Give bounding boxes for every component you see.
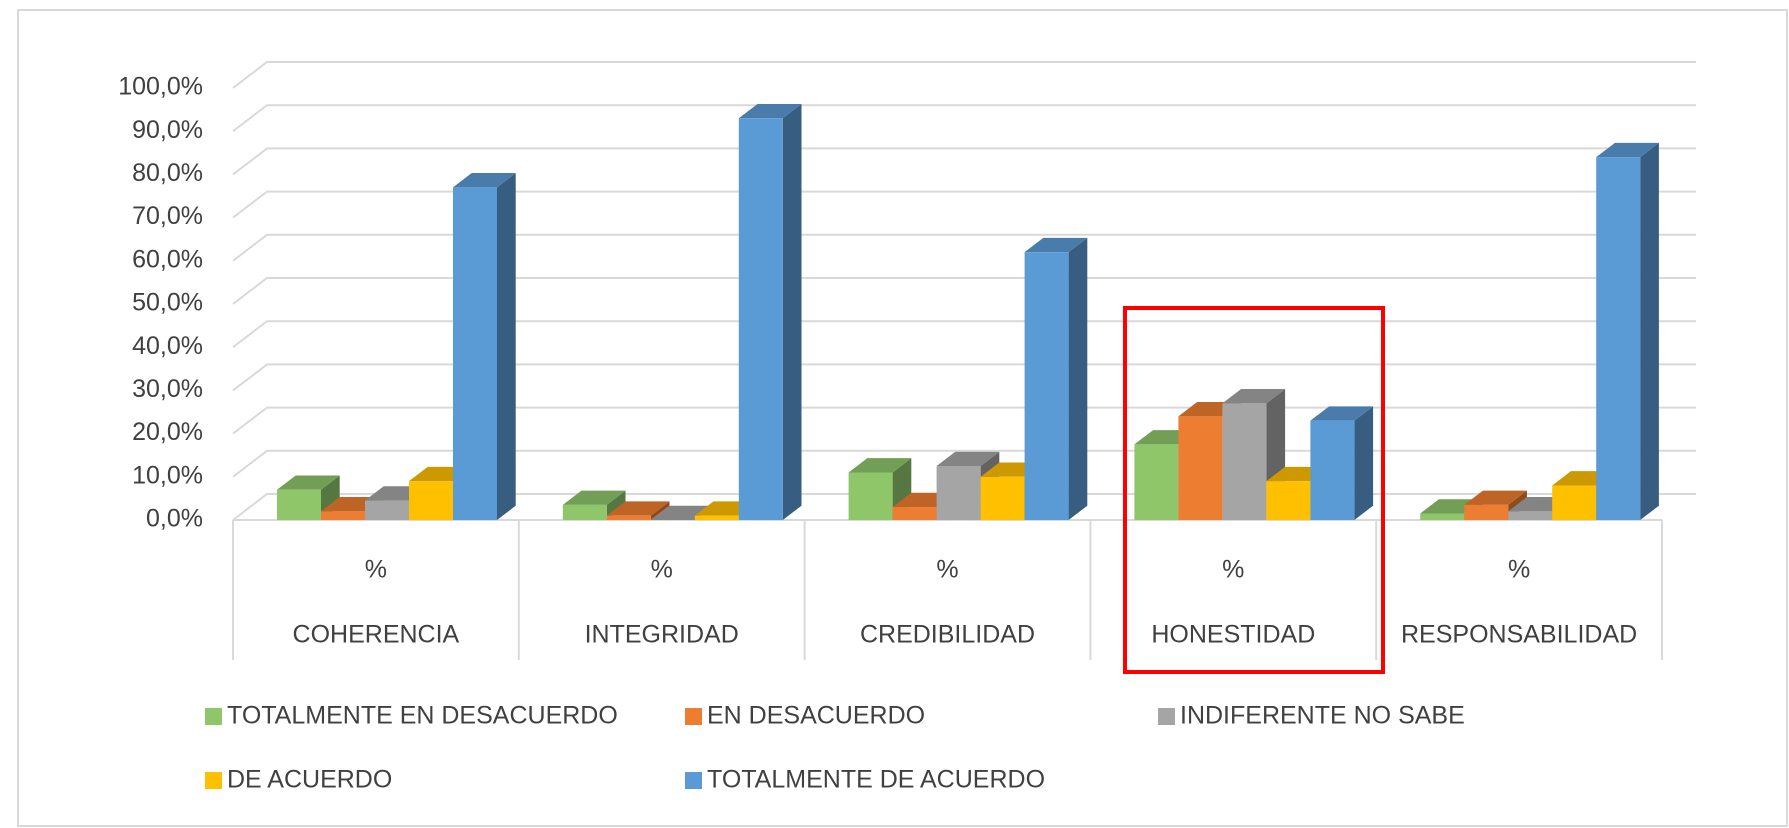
- bar-top: [453, 173, 516, 188]
- bar-front: [1134, 444, 1179, 520]
- bar-front: [936, 466, 981, 520]
- bar-top: [1222, 389, 1286, 404]
- legend-swatch: [205, 708, 222, 725]
- bar-top: [1024, 237, 1088, 253]
- grid-line: [232, 61, 1696, 89]
- legend-swatch: [1158, 708, 1175, 725]
- x-tick-label: HONESTIDAD: [1151, 621, 1315, 649]
- bar-front: [365, 500, 409, 520]
- bar-front: [1310, 420, 1355, 520]
- legend-label: EN DESACUERDO: [707, 702, 925, 730]
- bar-side: [782, 103, 802, 520]
- bar-top: [936, 451, 1000, 466]
- grid-line: [232, 190, 1696, 219]
- bar-front: [1222, 403, 1267, 520]
- bar-side: [650, 501, 670, 520]
- grid-line: [232, 147, 1696, 176]
- bar-front: [848, 472, 893, 520]
- bar: [1024, 237, 1088, 521]
- x-sublabel: %: [651, 556, 673, 584]
- bar: [1596, 142, 1659, 520]
- bar: [1310, 406, 1374, 520]
- y-tick-label: 40,0%: [132, 332, 203, 360]
- legend-label: TOTALMENTE EN DESACUERDO: [227, 702, 618, 730]
- bar-front: [606, 515, 651, 520]
- bar-front: [1464, 504, 1509, 520]
- bar-front: [453, 187, 497, 521]
- bar-front: [980, 476, 1025, 520]
- bar-top: [1464, 490, 1527, 505]
- y-tick-label: 70,0%: [132, 202, 203, 230]
- bar-front: [562, 504, 607, 520]
- x-tick-label: COHERENCIA: [293, 621, 460, 649]
- bar-top: [848, 458, 912, 473]
- bar-front: [321, 511, 365, 520]
- bar-front: [1024, 252, 1069, 520]
- y-tick-label: 10,0%: [132, 461, 203, 489]
- bar-top: [1310, 406, 1374, 421]
- bar-front: [694, 515, 739, 520]
- y-tick-label: 90,0%: [132, 116, 203, 144]
- grid-line: [232, 104, 1696, 132]
- legend-swatch: [205, 772, 222, 789]
- legend-label: TOTALMENTE DE ACUERDO: [707, 766, 1045, 794]
- x-sublabel: %: [1222, 556, 1244, 584]
- bar: [1464, 490, 1527, 520]
- bar-top: [1596, 142, 1659, 158]
- bar-top: [606, 501, 670, 516]
- bar: [606, 501, 670, 520]
- y-tick-label: 0,0%: [146, 505, 203, 533]
- bar-front: [1178, 416, 1223, 520]
- y-tick-label: 20,0%: [132, 418, 203, 446]
- bar-front: [1420, 513, 1465, 520]
- plot-area: 0,0% 10,0% 20,0% 30,0% 40,0% 50,0% 60,0% 70,0% 8…: [118, 61, 1696, 794]
- bar-front: [277, 489, 321, 520]
- grid-line: [232, 320, 1696, 348]
- bar: [453, 173, 516, 521]
- x-tick-label: RESPONSABILIDAD: [1401, 621, 1637, 649]
- bar-side: [1068, 237, 1088, 521]
- bar-side: [1640, 142, 1659, 520]
- bar-front: [892, 507, 937, 520]
- bar-front: [738, 118, 783, 521]
- bar-front: [1552, 485, 1597, 520]
- bar-side: [497, 173, 516, 520]
- bar-front: [1266, 481, 1311, 520]
- bar-front: [1508, 511, 1553, 520]
- bar: [738, 103, 802, 521]
- highlight-box: [1123, 306, 1385, 674]
- y-tick-label: 50,0%: [132, 289, 203, 317]
- legend-label: INDIFERENTE NO SABE: [1180, 702, 1465, 730]
- bar-top: [562, 490, 626, 505]
- y-tick-label: 100,0%: [118, 73, 203, 101]
- bar: [277, 475, 340, 520]
- x-tick-label: INTEGRIDAD: [585, 621, 739, 649]
- x-sublabel: %: [365, 556, 387, 584]
- y-tick-label: 30,0%: [132, 375, 203, 403]
- grid-line: [232, 233, 1696, 262]
- chart-border: [17, 9, 1788, 827]
- bar-top: [277, 475, 340, 490]
- legend-swatch: [685, 772, 702, 789]
- x-sublabel: %: [1508, 556, 1530, 584]
- x-tick-label: CREDIBILIDAD: [860, 621, 1035, 649]
- grid-line: [232, 363, 1696, 392]
- bar-front: [1596, 157, 1641, 520]
- y-tick-label: 80,0%: [132, 159, 203, 187]
- legend-swatch: [685, 708, 702, 725]
- bar-top: [738, 103, 802, 119]
- bar-side: [1354, 406, 1374, 520]
- grid-line: [232, 277, 1696, 305]
- y-tick-label: 60,0%: [132, 245, 203, 273]
- bar-front: [409, 481, 453, 520]
- legend-label: DE ACUERDO: [227, 766, 392, 794]
- x-sublabel: %: [936, 556, 958, 584]
